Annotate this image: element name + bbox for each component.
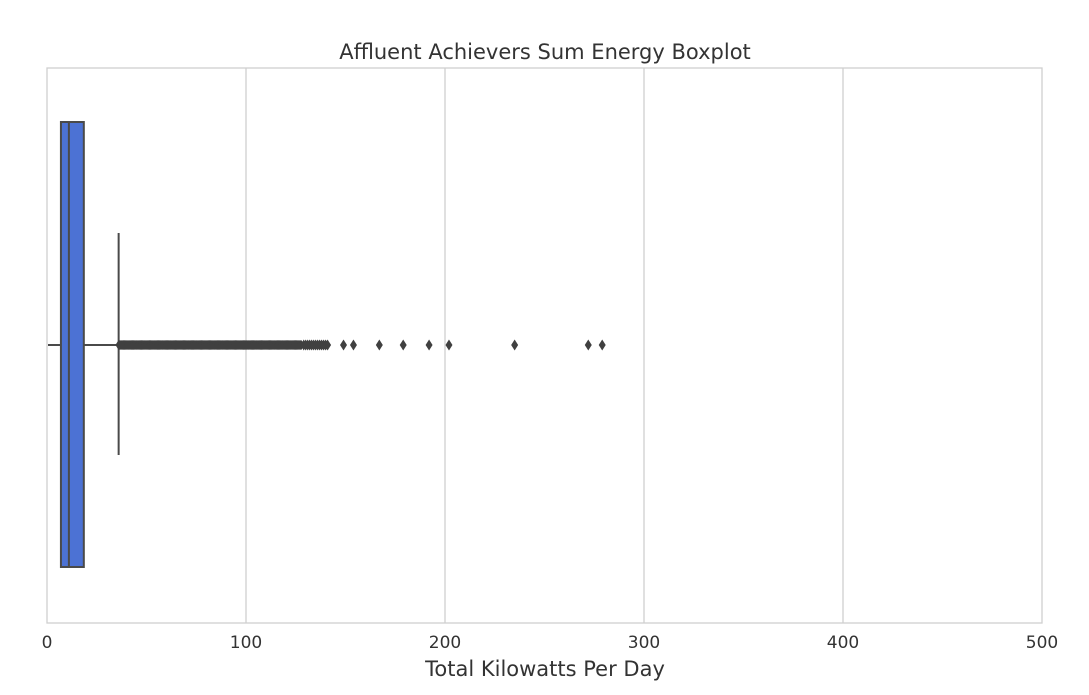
x-tick-label-100: 100: [230, 633, 262, 653]
outlier-point: [425, 339, 433, 351]
x-tick-label-500: 500: [1026, 633, 1058, 653]
plot-frame: [46, 67, 1043, 624]
outlier-point: [511, 339, 519, 351]
x-tick-label-400: 400: [827, 633, 859, 653]
outlier-point: [399, 339, 407, 351]
outlier-point: [349, 339, 357, 351]
x-axis-ticks: 0 100 200 300 400 500: [42, 633, 1059, 653]
x-tick-label-200: 200: [429, 633, 461, 653]
outlier-point: [584, 339, 592, 351]
outlier-point: [598, 339, 606, 351]
grid-lines: [245, 68, 844, 623]
plot-area: [47, 121, 606, 568]
outlier-point: [445, 339, 453, 351]
x-tick-label-300: 300: [628, 633, 660, 653]
outlier-point: [324, 339, 332, 351]
x-tick-label-0: 0: [42, 633, 53, 653]
iqr-box: [59, 121, 85, 568]
chart-title: Affluent Achievers Sum Energy Boxplot: [339, 40, 751, 64]
outlier-point: [340, 339, 348, 351]
outlier-point: [375, 339, 383, 351]
x-axis-label: Total Kilowatts Per Day: [424, 657, 665, 681]
